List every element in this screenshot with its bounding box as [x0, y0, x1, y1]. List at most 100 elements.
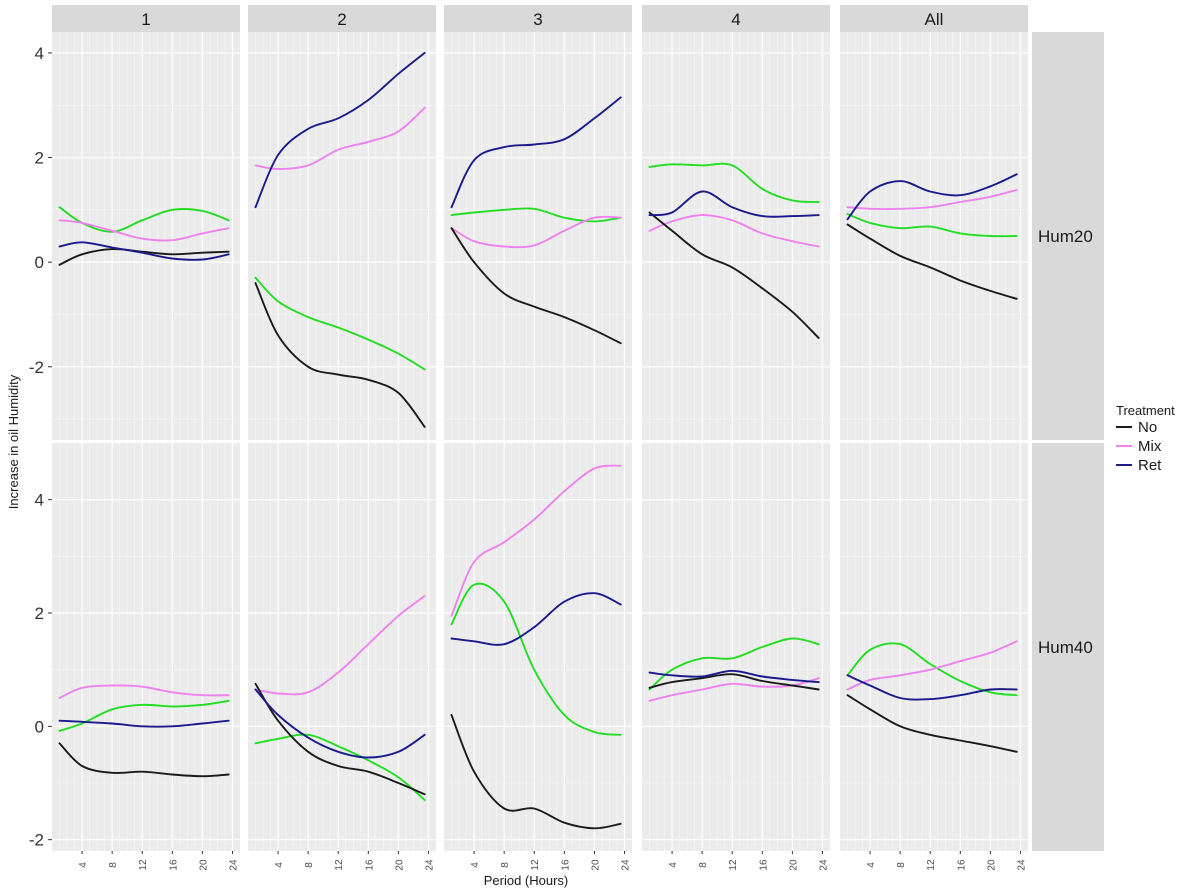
x-tick-label: 4 — [668, 862, 679, 868]
y-tick-label: 2 — [35, 604, 44, 623]
panel-background — [444, 443, 632, 851]
column-strip — [444, 5, 632, 32]
series-line-green — [450, 582, 622, 736]
x-tick-label: 4 — [866, 862, 877, 868]
x-tick-label: 4 — [274, 862, 285, 868]
series-line-ret — [450, 592, 622, 646]
series-line-no — [648, 673, 820, 691]
series-line-green — [450, 207, 622, 223]
x-tick-label: 20 — [394, 859, 405, 871]
panel-background — [840, 443, 1028, 851]
panel-backgrounds — [52, 5, 1104, 851]
series-line-green — [648, 637, 820, 691]
x-tick-label: 8 — [698, 862, 709, 868]
row-strip — [1032, 32, 1104, 440]
series-line-ret — [648, 669, 820, 684]
x-tick-label: 24 — [1016, 859, 1027, 871]
x-tick-label: 12 — [926, 859, 937, 871]
series-line-mix — [846, 189, 1018, 210]
series-line-mix — [58, 684, 230, 699]
series-line-ret — [846, 674, 1018, 701]
legend-label: Ret — [1138, 457, 1162, 474]
series-line-no — [254, 682, 426, 796]
y-tick-label: -2 — [29, 831, 44, 850]
column-strip-label: 1 — [141, 10, 150, 29]
column-strip-label: 2 — [337, 10, 346, 29]
series-line-no — [846, 694, 1018, 753]
series-line-ret — [58, 719, 230, 728]
x-tick-label: 4 — [78, 862, 89, 868]
legend-label: No — [1138, 419, 1157, 436]
x-tick-label: 20 — [986, 859, 997, 871]
panel-background — [248, 32, 436, 440]
y-axis-title: Increase in oil Humidity — [6, 374, 21, 509]
panel-background — [444, 32, 632, 440]
column-strip — [840, 5, 1028, 32]
series-line-mix — [58, 219, 230, 242]
column-strip-label: 4 — [731, 10, 740, 29]
panel-background — [642, 32, 830, 440]
series-line-ret — [846, 173, 1018, 221]
x-tick-label: 16 — [168, 859, 179, 871]
series-line-green — [58, 699, 230, 732]
column-strip — [248, 5, 436, 32]
x-tick-label: 24 — [620, 859, 631, 871]
x-tick-label: 24 — [228, 859, 239, 871]
series-line-green — [254, 733, 426, 801]
x-tick-label: 20 — [788, 859, 799, 871]
series-lines — [58, 51, 1018, 830]
x-tick-label: 24 — [818, 859, 829, 871]
y-tick-label: 0 — [35, 717, 44, 736]
x-tick-label: 20 — [590, 859, 601, 871]
series-line-no — [58, 742, 230, 778]
y-tick-label: 0 — [35, 253, 44, 272]
panel-background — [642, 443, 830, 851]
y-tick-label: 2 — [35, 149, 44, 168]
x-tick-label: 4 — [470, 862, 481, 868]
x-tick-label: 8 — [896, 862, 907, 868]
series-line-ret — [254, 51, 426, 209]
legend: Treatment No Mix Ret — [1116, 403, 1175, 474]
series-line-no — [450, 227, 622, 345]
column-strip-label: 3 — [533, 10, 542, 29]
x-tick-label: 16 — [956, 859, 967, 871]
series-line-mix — [254, 106, 426, 170]
y-tick-label: 4 — [35, 44, 44, 63]
series-line-no — [648, 211, 820, 339]
legend-title: Treatment — [1116, 403, 1175, 418]
series-line-green — [846, 642, 1018, 697]
x-tick-label: 24 — [424, 859, 435, 871]
row-strip-label: Hum40 — [1038, 638, 1093, 657]
column-strip — [52, 5, 240, 32]
panel-background — [52, 443, 240, 851]
panel-background — [52, 32, 240, 440]
series-line-ret — [254, 688, 426, 759]
x-tick-label: 20 — [198, 859, 209, 871]
series-line-mix — [254, 595, 426, 696]
series-line-no — [254, 282, 426, 428]
series-line-mix — [648, 214, 820, 248]
x-tick-label: 16 — [758, 859, 769, 871]
y-tick-label: 4 — [35, 491, 44, 510]
row-strip — [1032, 443, 1104, 851]
x-tick-label: 12 — [334, 859, 345, 871]
legend-label: Mix — [1138, 438, 1162, 455]
x-axis-title: Period (Hours) — [484, 873, 569, 888]
series-line-no — [846, 223, 1018, 300]
series-line-green — [846, 213, 1018, 238]
row-strip-label: Hum20 — [1038, 227, 1093, 246]
series-line-mix — [450, 464, 622, 617]
series-line-green — [254, 276, 426, 371]
series-line-ret — [58, 241, 230, 261]
series-line-mix — [450, 215, 622, 249]
series-line-green — [648, 162, 820, 203]
series-line-ret — [450, 96, 622, 209]
x-tick-label: 8 — [108, 862, 119, 868]
x-tick-label: 12 — [530, 859, 541, 871]
x-tick-label: 12 — [728, 859, 739, 871]
series-line-no — [450, 714, 622, 830]
series-line-no — [58, 248, 230, 266]
x-tick-label: 16 — [560, 859, 571, 871]
